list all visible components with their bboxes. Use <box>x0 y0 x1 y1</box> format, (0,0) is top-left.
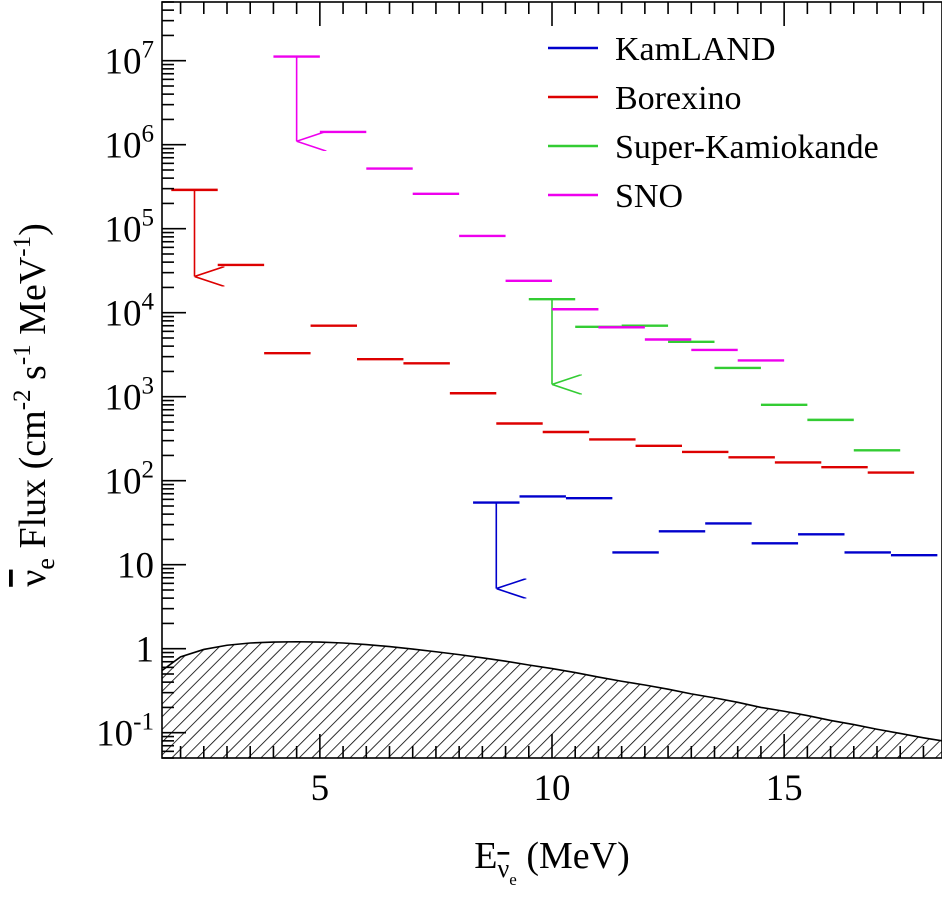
series-layer <box>171 55 938 589</box>
legend-label: Borexino <box>615 80 742 117</box>
legend-label: KamLAND <box>615 31 776 68</box>
xlabel-base: E <box>474 835 497 877</box>
legend-label: SNO <box>615 178 683 215</box>
legend-label: Super-Kamiokande <box>615 129 879 166</box>
svg-text:Eνe (MeV): Eνe (MeV) <box>474 835 629 889</box>
x-tick-label: 10 <box>534 768 571 809</box>
y-tick-label: 105 <box>105 205 155 251</box>
background-curve-line <box>161 640 942 742</box>
legend: KamLAND Borexino Super-Kamiokande SNO <box>548 31 879 215</box>
svg-text:νe Flux (cm-2 s-1 MeV-1): νe Flux (cm-2 s-1 MeV-1) <box>9 223 60 587</box>
y-tick-label: 10-1 <box>96 709 154 755</box>
series-borexino <box>171 188 915 474</box>
xlabel-unit: (MeV) <box>526 835 629 877</box>
ylabel-text2: s <box>12 365 54 389</box>
y-axis-title: νe Flux (cm-2 s-1 MeV-1) <box>9 223 60 587</box>
y-tick-label: 10 <box>117 546 154 587</box>
background-hatch-fill <box>162 641 942 758</box>
ylabel-text3: MeV <box>12 256 54 344</box>
y-tick-label: 1 <box>136 630 155 671</box>
axes: 5 10 15 10-1 1 10 102 103 104 105 106 107 <box>96 1 942 809</box>
y-tick-label: 104 <box>105 289 155 335</box>
background-flux-region <box>161 640 942 758</box>
ylabel-exp1: -2 <box>9 389 36 410</box>
series-sno <box>273 55 785 362</box>
y-tick-label: 107 <box>105 37 155 83</box>
xlabel-sub-e: e <box>509 870 517 889</box>
ylabel-exp2: -1 <box>9 344 36 365</box>
y-tick-label: 103 <box>105 373 155 419</box>
ylabel-sub: e <box>31 558 60 570</box>
ylabel-nu: ν <box>12 570 54 587</box>
series-kamland <box>473 495 938 588</box>
ylabel-text1: Flux (cm <box>12 410 54 548</box>
y-tick-label: 102 <box>105 457 155 503</box>
ylabel-exp3: -1 <box>9 236 36 257</box>
series-super-kamiokande <box>528 297 901 452</box>
x-tick-label: 5 <box>311 768 330 809</box>
x-tick-label: 15 <box>766 768 803 809</box>
xlabel-sub-nu: ν <box>498 854 510 883</box>
x-axis-title: Eνe (MeV) <box>474 835 629 889</box>
ylabel-close: ) <box>12 223 54 236</box>
y-tick-label: 106 <box>105 121 155 167</box>
